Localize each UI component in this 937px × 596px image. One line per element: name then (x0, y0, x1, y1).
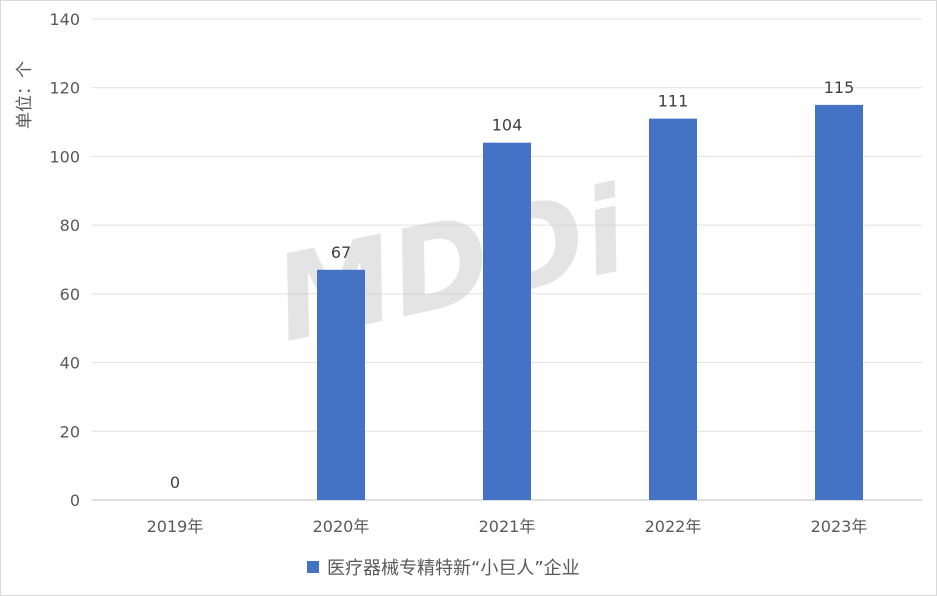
bar (483, 142, 531, 500)
bar (317, 269, 365, 500)
legend: 医疗器械专精特新“小巨人”企业 (307, 558, 580, 579)
bar (649, 118, 697, 500)
data-label: 104 (492, 116, 523, 135)
x-tick-label: 2022年 (645, 517, 702, 536)
x-tick-label: 2021年 (479, 517, 536, 536)
data-label: 67 (331, 243, 351, 262)
data-label: 111 (658, 92, 689, 111)
bars (317, 104, 863, 501)
y-tick-label: 140 (49, 10, 80, 29)
data-label: 115 (824, 78, 855, 97)
gridlines (92, 18, 922, 501)
y-tick-label: 100 (49, 147, 80, 166)
x-tick-label: 2020年 (313, 517, 370, 536)
bar (815, 104, 863, 501)
y-tick-label: 0 (70, 491, 80, 510)
legend-swatch (307, 561, 319, 573)
y-axis-ticks: 0 20 40 60 80 100 120 140 (49, 10, 80, 510)
x-axis-ticks: 2019年 2020年 2021年 2022年 2023年 (147, 517, 868, 536)
y-tick-label: 60 (60, 285, 80, 304)
data-label: 0 (170, 473, 180, 492)
y-tick-label: 20 (60, 422, 80, 441)
x-tick-label: 2019年 (147, 517, 204, 536)
y-tick-label: 40 (60, 354, 80, 373)
y-tick-label: 120 (49, 79, 80, 98)
x-tick-label: 2023年 (811, 517, 868, 536)
y-tick-label: 80 (60, 216, 80, 235)
y-axis-label: 单位：个 (15, 61, 35, 129)
data-labels: 0 67 104 111 115 (170, 78, 854, 492)
legend-label: 医疗器械专精特新“小巨人”企业 (327, 558, 580, 579)
